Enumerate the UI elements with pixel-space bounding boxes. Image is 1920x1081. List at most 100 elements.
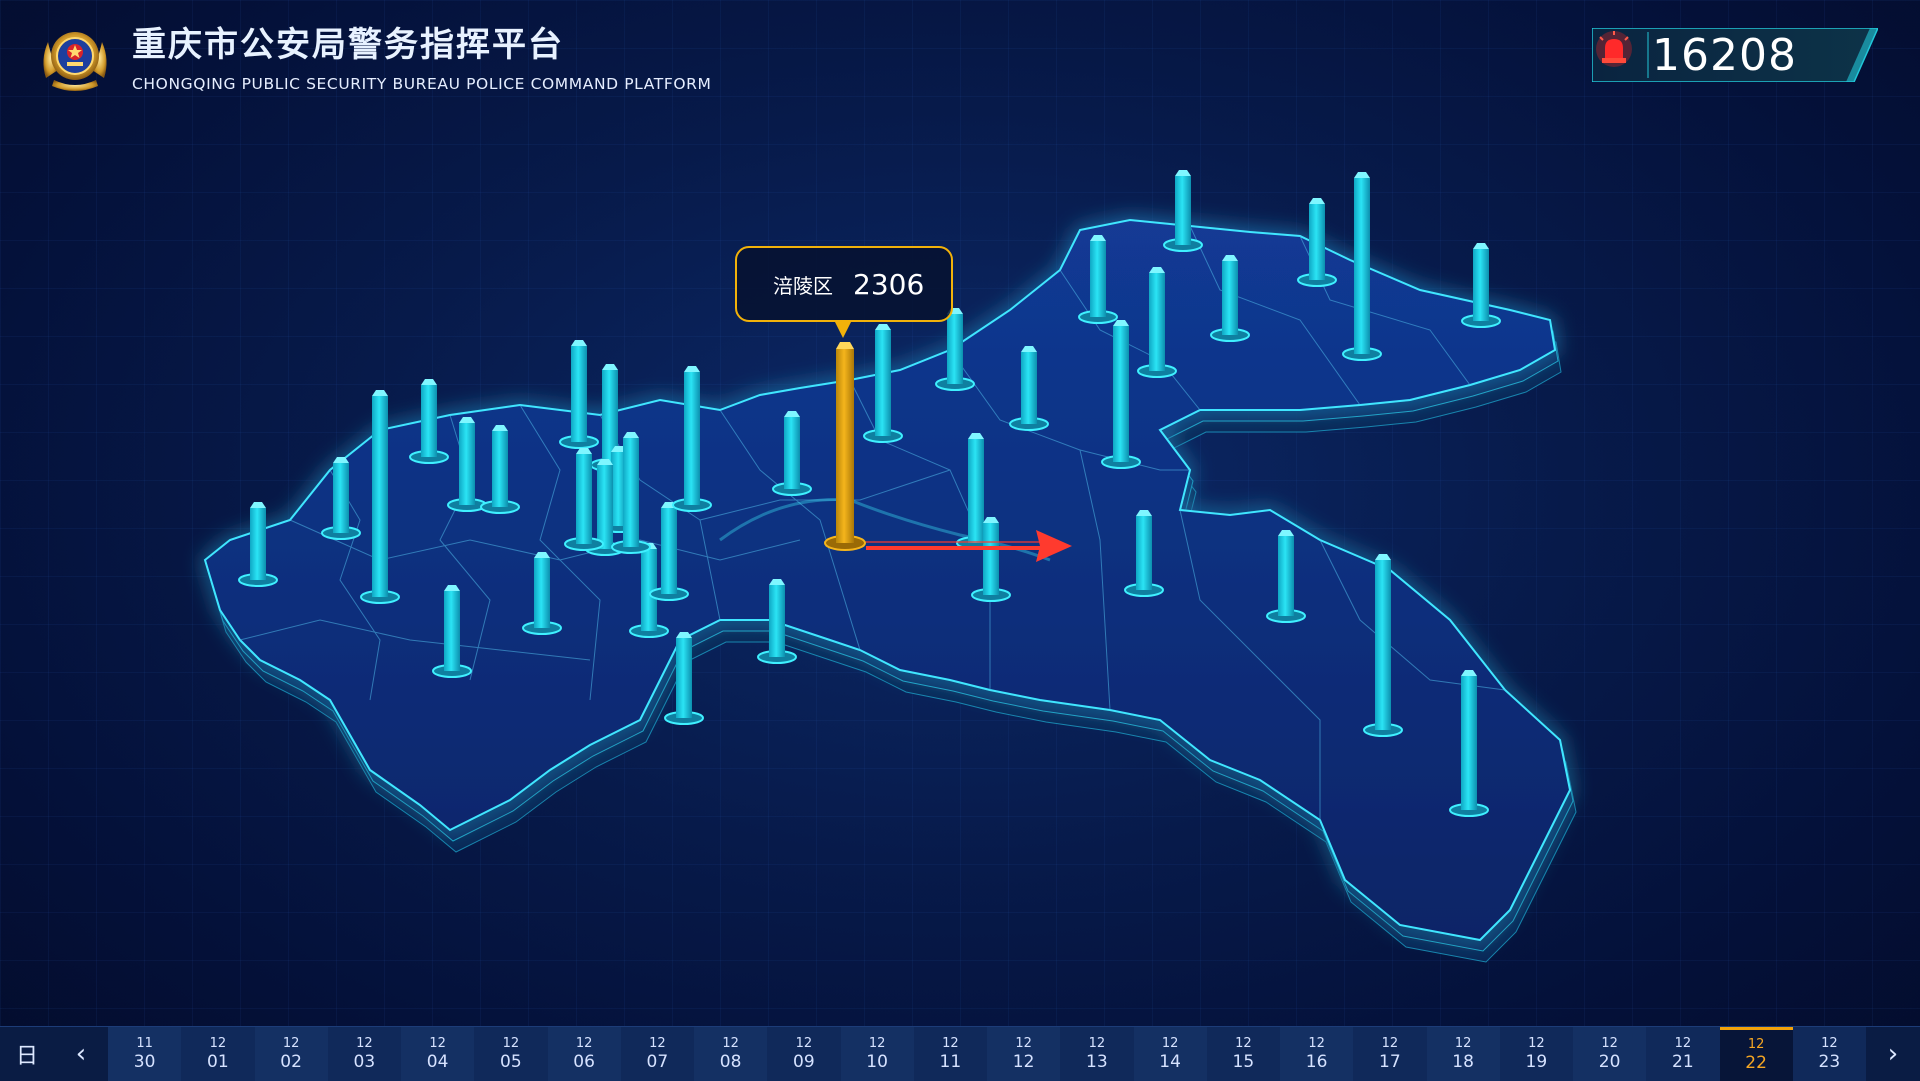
bar-column [684,372,700,505]
timeline-day[interactable]: 12 23 [1792,1027,1866,1081]
bar-column [1309,204,1325,280]
bar-column [333,463,349,533]
district-bar[interactable] [321,457,361,540]
district-bar[interactable] [564,448,604,551]
bar-column [1461,676,1477,810]
bar-column [983,523,999,595]
bar-column [836,349,854,543]
district-bar[interactable] [522,552,562,635]
district-bar[interactable] [559,340,599,449]
timeline-day[interactable]: 12 13 [1060,1027,1134,1081]
timeline-day-date: 06 [573,1051,595,1072]
timeline-day-month: 12 [1528,1035,1545,1051]
district-bar[interactable] [1461,243,1501,328]
timeline-day-date: 20 [1598,1051,1621,1072]
district-bar[interactable] [1266,530,1306,623]
timeline-day[interactable]: 12 16 [1280,1027,1354,1081]
chongqing-map[interactable] [0,0,1920,1026]
timeline-day[interactable]: 12 03 [327,1027,401,1081]
district-bar[interactable] [629,543,669,638]
district-bar[interactable] [1449,670,1489,817]
timeline-day-month: 12 [1235,1035,1252,1051]
timeline-day[interactable]: 12 08 [694,1027,768,1081]
timeline-day[interactable]: 12 09 [767,1027,841,1081]
bar-cap [1473,243,1489,249]
bar-cap [1021,346,1037,352]
timeline-day[interactable]: 12 11 [913,1027,987,1081]
timeline-day-date: 15 [1232,1051,1255,1072]
district-bar[interactable] [432,585,472,678]
timeline-day[interactable]: 12 18 [1426,1027,1500,1081]
timeline-day-date: 18 [1452,1051,1474,1072]
timeline-day-date: 07 [646,1051,669,1072]
header: 重庆市公安局警务指挥平台 CHONGQING PUBLIC SECURITY B… [36,20,711,98]
bar-column [1090,241,1106,317]
district-bar[interactable] [1363,554,1403,737]
district-bar[interactable] [649,502,689,601]
district-tooltip: 涪陵区 2306 [735,246,953,322]
timeline-day[interactable]: 12 19 [1499,1027,1573,1081]
district-bar[interactable] [1009,346,1049,431]
district-bar[interactable] [772,411,812,496]
timeline-day[interactable]: 12 12 [987,1027,1061,1081]
bar-cap [333,457,349,463]
bar-column [459,423,475,505]
district-bar[interactable] [672,366,712,512]
district-bar[interactable] [480,425,520,514]
district-bar[interactable] [1163,170,1203,252]
district-bar[interactable] [1342,172,1382,361]
timeline-day[interactable]: 12 06 [547,1027,621,1081]
timeline-day-month: 12 [1674,1035,1692,1051]
chevron-left-icon[interactable]: ‹ [54,1027,108,1081]
timeline-day[interactable]: 12 20 [1573,1027,1647,1081]
district-bar[interactable] [409,379,449,464]
district-bar[interactable] [863,324,903,443]
alarm-siren-icon [1596,31,1632,67]
bar-column [947,314,963,384]
district-bar[interactable] [238,502,278,587]
timeline-day-month: 12 [942,1035,959,1051]
district-bar[interactable] [664,632,704,725]
district-bar[interactable] [360,390,400,604]
timeline-day[interactable]: 12 04 [401,1027,475,1081]
timeline-day[interactable]: 12 07 [620,1027,694,1081]
bar-cap [676,632,692,638]
timeline-day-month: 12 [209,1035,227,1051]
flow-arrow [866,530,1072,562]
district-bar[interactable] [1210,255,1250,342]
district-bar[interactable] [1124,510,1164,597]
timeline-day[interactable]: 12 01 [181,1027,255,1081]
timeline-day-date: 08 [719,1051,742,1072]
timeline-day-date: 05 [500,1051,522,1072]
district-bar[interactable] [1297,198,1337,287]
timeline-day[interactable]: 12 15 [1206,1027,1280,1081]
timeline-day[interactable]: 12 10 [840,1027,914,1081]
district-bar[interactable] [611,432,651,554]
bar-column [1278,536,1294,616]
timeline-day[interactable]: 12 02 [254,1027,328,1081]
timeline-day[interactable]: 11 30 [108,1027,182,1081]
selected-district-bar[interactable] [824,342,866,551]
timeline-day-month: 12 [356,1035,373,1051]
timeline-day[interactable]: 12 22 [1719,1027,1793,1081]
bar-column [875,330,891,436]
bar-cap [1309,198,1325,204]
granularity-toggle[interactable]: 日 [0,1027,54,1081]
timeline-day[interactable]: 12 14 [1133,1027,1207,1081]
bar-column [597,465,613,549]
bar-cap [459,417,475,423]
river-highlight [719,498,1051,562]
timeline-day[interactable]: 12 17 [1353,1027,1427,1081]
chevron-right-icon[interactable]: › [1866,1027,1920,1081]
bar-column [534,558,550,628]
page-title: 重庆市公安局警务指挥平台 [132,25,564,65]
district-bar[interactable] [447,417,487,512]
district-bar[interactable] [1078,235,1118,324]
bar-column [623,438,639,547]
district-bar[interactable] [1137,267,1177,378]
timeline-day-month: 11 [136,1035,153,1051]
district-bar[interactable] [757,579,797,664]
district-bar[interactable] [1101,320,1141,469]
timeline-day[interactable]: 12 21 [1646,1027,1720,1081]
timeline-day[interactable]: 12 05 [474,1027,548,1081]
